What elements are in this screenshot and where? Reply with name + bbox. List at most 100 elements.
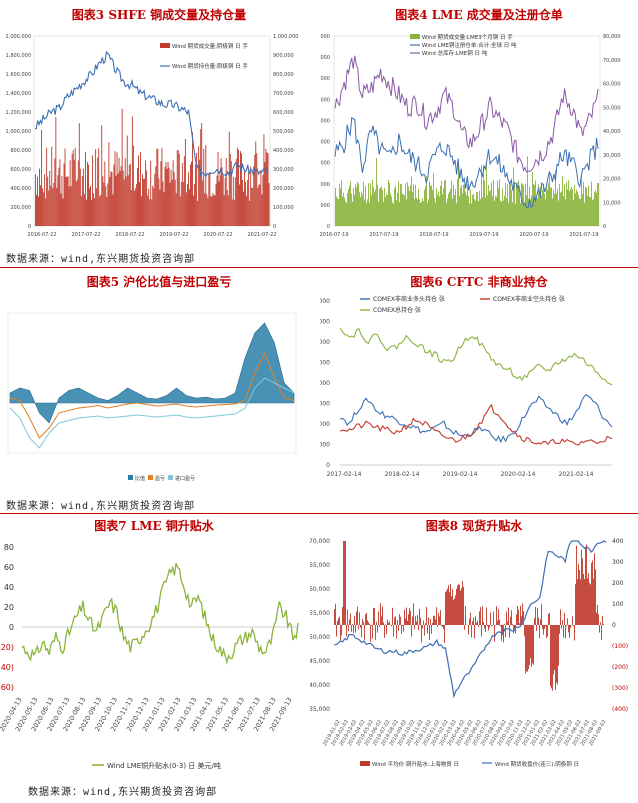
bar — [412, 191, 413, 226]
bar — [413, 603, 414, 625]
bar — [368, 183, 369, 226]
bar — [458, 161, 459, 226]
bar — [375, 189, 376, 226]
bar — [105, 186, 107, 226]
bar — [505, 182, 506, 226]
bar — [223, 195, 225, 226]
bar — [578, 563, 579, 625]
bar — [209, 171, 211, 226]
bar — [73, 159, 75, 226]
bar — [361, 191, 362, 226]
bar — [236, 147, 238, 226]
panel-title: 图表8 现货升贴水 — [425, 519, 523, 533]
bar — [425, 623, 426, 625]
legend-item: Wind 期货收盘价(连三):阴极铜 日 — [495, 760, 579, 768]
tick-label: 2021-07-19 — [569, 232, 598, 238]
tick-label: 1,600,000 — [6, 72, 31, 78]
bar — [90, 185, 91, 226]
bar — [567, 618, 568, 625]
bar — [509, 625, 510, 638]
bar — [210, 196, 212, 226]
bar — [561, 191, 562, 226]
bar — [422, 198, 423, 226]
tick-label: 250,000 — [320, 118, 330, 124]
bar — [527, 625, 528, 672]
tick-label: 55,000 — [310, 610, 330, 617]
bar — [595, 569, 596, 625]
bar — [450, 188, 451, 226]
tick-label: 600,000 — [10, 167, 31, 173]
bar — [45, 198, 47, 226]
bar — [541, 195, 542, 226]
bar — [343, 192, 344, 226]
bar — [168, 167, 170, 226]
bar — [552, 198, 553, 226]
bar — [131, 116, 133, 226]
bar — [479, 190, 480, 226]
bar — [194, 184, 196, 226]
bar — [523, 611, 524, 625]
bar — [417, 615, 418, 625]
bar — [79, 168, 81, 226]
bar — [460, 590, 461, 625]
bar — [515, 203, 516, 226]
tick-label: 1,400,000 — [6, 91, 31, 97]
bar — [62, 198, 64, 226]
bar — [53, 182, 55, 226]
bar — [162, 181, 164, 226]
bar — [86, 199, 87, 226]
bar — [587, 578, 588, 625]
bar — [539, 196, 540, 226]
bar — [531, 195, 532, 226]
bar — [565, 625, 566, 639]
bar — [587, 195, 588, 226]
bar — [532, 171, 533, 226]
bar — [148, 188, 150, 226]
bar — [226, 189, 228, 226]
bar — [569, 625, 570, 638]
bar — [186, 184, 188, 226]
bar — [442, 625, 443, 627]
bar — [375, 625, 376, 640]
legend: Wind 期货成交量:LME3个月铜 日 手 Wind LME铜注册仓单:合计:… — [410, 33, 517, 57]
bar — [592, 560, 593, 625]
bar — [371, 625, 372, 626]
bar — [422, 625, 423, 629]
panel-title: 图表6 CFTC 非商业持仓 — [410, 275, 548, 289]
tick-label: (200) — [612, 664, 628, 671]
bar — [47, 176, 49, 226]
bar — [78, 123, 80, 226]
bar — [146, 170, 148, 226]
bar — [205, 144, 207, 226]
chart-fig6: 400,000 350,000 300,000 250,000 200,000 150,0… — [320, 295, 613, 478]
bar — [424, 625, 425, 636]
tick-label: (100) — [612, 643, 628, 650]
bar — [538, 617, 539, 625]
bar — [232, 176, 234, 226]
bar — [493, 179, 494, 226]
bar — [335, 603, 336, 625]
tick-label: 2021-07-22 — [247, 232, 276, 238]
bar — [447, 198, 448, 226]
bar — [524, 201, 525, 226]
bar — [556, 193, 557, 226]
bar — [457, 585, 458, 625]
bar — [176, 150, 178, 226]
bar — [509, 184, 510, 226]
bar — [453, 184, 454, 226]
bar — [494, 200, 495, 226]
tick-label: 0 — [9, 623, 14, 632]
bar — [92, 155, 94, 226]
tick-label: 70,000 — [310, 538, 330, 545]
bar — [543, 625, 544, 635]
bar — [347, 192, 348, 226]
chart-fig8: 70,000 65,000 60,000 55,000 50,000 45,000 40,0… — [310, 538, 628, 768]
bar — [502, 188, 503, 226]
bar — [594, 191, 595, 226]
bar — [556, 625, 557, 683]
bar — [349, 619, 350, 625]
bar — [356, 187, 357, 226]
bar — [268, 183, 270, 226]
bar — [44, 174, 46, 226]
tick-label: 35,000 — [310, 706, 330, 713]
